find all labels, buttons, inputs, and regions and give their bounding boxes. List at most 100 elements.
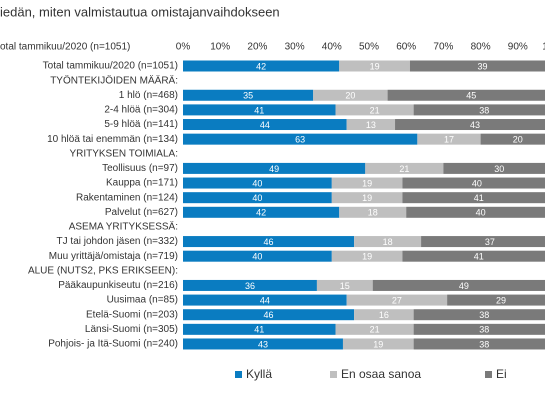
bar-segment <box>183 162 366 174</box>
y-tick-label: YRITYKSEN TOIMIALA: <box>69 148 178 159</box>
x-tick-label: 70% <box>433 42 453 53</box>
bar-segment <box>354 236 422 248</box>
x-tick-label: 20% <box>247 42 267 53</box>
value-label: 18 <box>368 208 378 218</box>
bar-segment <box>339 206 407 218</box>
value-label: 40 <box>476 208 486 218</box>
bar-segment <box>183 309 355 321</box>
x-tick-label: 60% <box>396 42 416 53</box>
value-label: 42 <box>256 208 266 218</box>
bar-segment <box>183 177 332 189</box>
value-label: 27 <box>392 295 402 305</box>
bar-segment <box>413 104 545 116</box>
y-tick-label: Palvelut (n=627) <box>105 207 178 218</box>
value-label: 45 <box>466 91 476 101</box>
value-label: 41 <box>254 105 264 115</box>
legend-label: Ei <box>496 367 507 381</box>
bar-segment <box>183 133 418 145</box>
x-tick-label: 90% <box>508 42 528 53</box>
value-label: 38 <box>479 105 489 115</box>
value-label: 37 <box>485 237 495 247</box>
bar-segment <box>183 323 336 335</box>
y-tick-label: TYÖNTEKIJÖIDEN MÄÄRÄ: <box>50 74 178 86</box>
bar-segment <box>402 177 545 189</box>
bar-segment <box>372 279 545 291</box>
value-label: 43 <box>470 120 480 130</box>
value-label: 19 <box>370 61 380 71</box>
value-label: 21 <box>370 105 380 115</box>
value-label: 40 <box>252 178 262 188</box>
bar-segment <box>183 279 317 291</box>
value-label: 44 <box>260 120 270 130</box>
y-tick-label: 2-4 hlöä (n=304) <box>104 105 178 116</box>
value-label: 40 <box>472 178 482 188</box>
bar-segment <box>183 119 347 131</box>
value-label: 17 <box>444 135 454 145</box>
value-label: 19 <box>373 339 383 349</box>
value-label: 44 <box>260 295 270 305</box>
value-label: 21 <box>399 164 409 174</box>
y-tick-label: Muu yrittäjä/omistaja (n=719) <box>49 251 178 262</box>
x-tick-label: 30% <box>285 42 305 53</box>
x-tick-label: 40% <box>322 42 342 53</box>
value-label: 19 <box>362 178 372 188</box>
bar-segment <box>183 236 355 248</box>
bar-segment <box>402 192 545 204</box>
value-label: 38 <box>479 325 489 335</box>
bar-segment <box>354 309 414 321</box>
bar-segment <box>421 236 545 248</box>
y-tick-label: Rakentaminen (n=124) <box>76 192 178 203</box>
bar-segment <box>409 60 545 72</box>
bar-segment <box>331 177 403 189</box>
bar-segment <box>183 206 340 218</box>
value-label: 63 <box>295 135 305 145</box>
bar-segment <box>443 162 545 174</box>
bar-segment <box>480 133 545 145</box>
header-label: otal tammikuu/2020 (n=1051) <box>0 42 130 53</box>
value-label: 29 <box>496 295 506 305</box>
y-tick-label: 1 hlö (n=468) <box>119 90 178 101</box>
bar-segment <box>183 60 340 72</box>
bar-segment <box>183 250 332 262</box>
bar-segment <box>346 294 448 306</box>
value-label: 15 <box>340 281 350 291</box>
y-tick-label: Kauppa (n=171) <box>106 178 178 189</box>
bar-segment <box>406 206 545 218</box>
legend-swatch <box>330 371 337 378</box>
value-label: 19 <box>362 193 372 203</box>
y-tick-label: Pääkaupunkiseutu (n=216) <box>58 280 178 291</box>
value-label: 19 <box>362 252 372 262</box>
value-label: 16 <box>379 310 389 320</box>
bar-segment <box>183 104 336 116</box>
value-label: 20 <box>513 135 523 145</box>
value-label: 18 <box>383 237 393 247</box>
legend-swatch <box>235 371 242 378</box>
value-label: 40 <box>252 193 262 203</box>
bar-segment <box>313 89 388 101</box>
y-tick-label: ASEMA YRITYKSESSÄ: <box>69 221 178 233</box>
value-label: 13 <box>366 120 376 130</box>
value-label: 21 <box>370 325 380 335</box>
bar-segment <box>316 279 373 291</box>
y-tick-label: 10 hlöä tai enemmän (n=134) <box>47 134 178 145</box>
value-label: 20 <box>345 91 355 101</box>
bar-segment <box>183 192 332 204</box>
legend-label: En osaa sanoa <box>341 367 421 381</box>
y-tick-label: Teollisuus (n=97) <box>102 163 178 174</box>
legend-swatch <box>485 371 492 378</box>
y-tick-label: Pohjois- ja Itä-Suomi (n=240) <box>48 339 178 350</box>
bar-segment <box>413 338 545 350</box>
value-label: 39 <box>477 61 487 71</box>
bar-segment <box>395 119 545 131</box>
x-tick-label: 0% <box>176 42 191 53</box>
value-label: 46 <box>264 310 274 320</box>
bar-segment <box>417 133 481 145</box>
x-tick-label: 80% <box>471 42 491 53</box>
x-tick-label: 100% <box>542 42 545 53</box>
bar-segment <box>335 323 414 335</box>
value-label: 41 <box>474 193 484 203</box>
value-label: 46 <box>264 237 274 247</box>
y-tick-label: Uusimaa (n=85) <box>107 295 178 306</box>
chart-title: iedän, miten valmistautua omistajanvaihd… <box>0 4 280 19</box>
